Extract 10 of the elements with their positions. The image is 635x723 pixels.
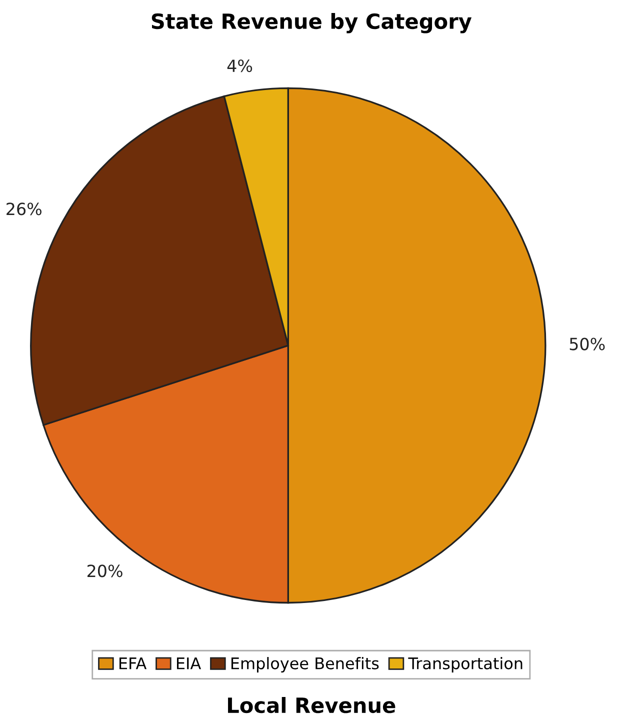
data-label: 20% bbox=[87, 564, 122, 578]
legend-label: Employee Benefits bbox=[231, 657, 379, 672]
data-label: 4% bbox=[227, 59, 252, 72]
legend-label: EIA bbox=[176, 658, 202, 670]
data-label: 26% bbox=[6, 202, 42, 216]
legend-label: EFA bbox=[119, 658, 147, 670]
data-label: 50% bbox=[570, 338, 605, 350]
legend-label: Transportation bbox=[408, 657, 522, 672]
text: Local Revenue bbox=[228, 697, 396, 714]
chart-title: State Revenue by Category bbox=[152, 12, 472, 34]
